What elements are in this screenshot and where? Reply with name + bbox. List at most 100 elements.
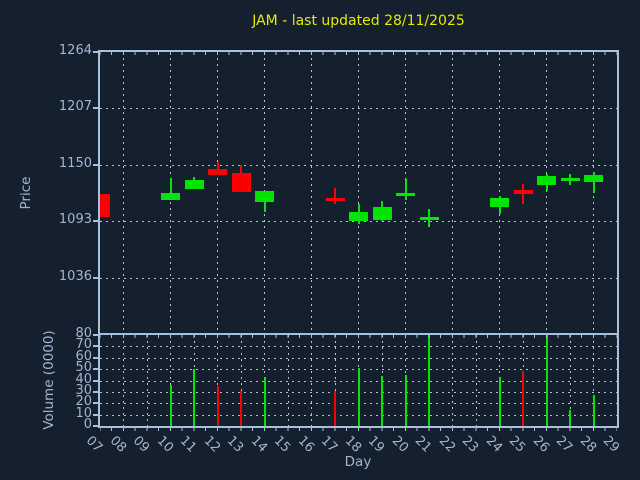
candle-body-day-18 [349, 212, 368, 222]
price-x-gridline [452, 52, 453, 333]
volume-tick-label: 70 [75, 337, 92, 353]
candle-body-day-25 [513, 189, 533, 194]
volume-plot-area [100, 335, 617, 426]
volume-tick-label: 0 [83, 417, 92, 432]
volume-bar-day-10 [169, 385, 172, 426]
candle-body-day-12 [208, 168, 227, 175]
price-x-gridline [217, 52, 218, 333]
day-tick-label: 29 [599, 433, 623, 456]
candle-body-day-26 [537, 175, 556, 185]
candle-wick-day-17 [334, 187, 336, 205]
candle-wick-day-20 [404, 178, 407, 201]
day-tick-label: 11 [176, 433, 200, 456]
candle-wick-day-10 [169, 177, 172, 200]
volume-bottom-ticks [100, 428, 617, 431]
volume-bar-day-17 [334, 390, 336, 426]
volume-bar-day-26 [545, 335, 548, 426]
day-tick-label: 16 [294, 433, 317, 456]
price-x-gridline [546, 52, 547, 333]
volume-tick-mark [93, 368, 98, 371]
volume-tick-label: 40 [75, 371, 92, 387]
day-tick-label: 15 [270, 433, 294, 456]
volume-tick-label: 80 [75, 326, 92, 341]
price-plot-area [100, 52, 617, 333]
price-y-gridline [100, 164, 617, 166]
volume-tick-mark [93, 379, 98, 382]
candle-body-day-10 [161, 192, 180, 200]
panel-boundary-ticks [100, 335, 617, 338]
volume-bar-day-25 [522, 371, 524, 426]
volume-y-gridline [100, 346, 617, 348]
volume-tick-label: 10 [75, 405, 92, 421]
day-tick-label: 09 [129, 433, 153, 456]
price-x-gridline [358, 52, 359, 333]
candle-wick-day-12 [216, 161, 219, 175]
candle-body-day-11 [184, 179, 204, 189]
volume-tick-mark [93, 425, 98, 427]
volume-tick-label: 20 [75, 394, 92, 410]
price-tick-mark [93, 51, 98, 53]
volume-tick-label: 60 [75, 348, 92, 364]
chart-title: JAM - last updated 28/11/2025 [252, 13, 465, 29]
candle-wick-day-25 [522, 183, 524, 205]
price-tick-mark [93, 107, 98, 110]
volume-y-gridline [100, 357, 617, 359]
price-x-gridline [311, 52, 312, 333]
candle-body-day-20 [396, 192, 415, 196]
volume-bar-day-27 [569, 410, 571, 426]
volume-tick-mark [93, 413, 98, 416]
volume-tick-mark [93, 356, 98, 359]
volume-bar-day-24 [498, 377, 501, 426]
candle-body-day-07 [100, 193, 110, 218]
price-tick-mark [93, 163, 98, 166]
price-y-gridline [100, 277, 617, 279]
price-x-gridline [499, 52, 500, 333]
volume-bar-day-12 [216, 386, 219, 426]
price-tick-label: 1093 [58, 212, 92, 228]
day-tick-label: 28 [576, 433, 599, 456]
day-tick-label: 25 [505, 433, 529, 456]
day-tick-label: 22 [435, 433, 458, 456]
candle-body-day-17 [325, 197, 345, 201]
candle-wick-day-28 [592, 171, 595, 193]
volume-tick-mark [93, 345, 98, 348]
day-tick-label: 12 [200, 433, 223, 456]
candle-body-day-19 [372, 207, 392, 221]
volume-bar-day-13 [240, 390, 242, 426]
day-tick-label: 23 [458, 433, 482, 456]
price-top-ticks [100, 52, 617, 55]
volume-bar-day-14 [263, 377, 266, 426]
volume-bar-day-20 [404, 374, 407, 426]
price-axis-label: Price [18, 176, 34, 210]
day-tick-label: 08 [106, 433, 129, 456]
price-tick-label: 1150 [58, 155, 92, 171]
price-tick-label: 1036 [58, 268, 92, 284]
candle-body-day-14 [255, 190, 274, 203]
price-tick-label: 1207 [58, 99, 92, 115]
price-tick-label: 1264 [58, 43, 92, 58]
candle-body-day-28 [584, 174, 603, 182]
candle-body-day-13 [231, 172, 251, 192]
day-axis-label: Day [344, 454, 372, 470]
volume-bar-day-19 [381, 375, 383, 426]
volume-tick-mark [93, 402, 98, 405]
candle-body-day-27 [560, 177, 580, 181]
volume-tick-label: 50 [75, 360, 92, 376]
volume-bar-day-28 [592, 395, 595, 426]
volume-bar-day-18 [357, 367, 360, 426]
day-tick-label: 21 [411, 433, 435, 456]
day-tick-label: 13 [223, 433, 247, 456]
volume-bar-day-11 [193, 369, 195, 426]
day-tick-label: 07 [82, 433, 106, 456]
volume-panel [98, 333, 619, 428]
volume-tick-mark [93, 334, 98, 336]
day-tick-label: 14 [247, 433, 270, 456]
day-tick-label: 10 [153, 433, 176, 456]
volume-tick-mark [93, 390, 98, 393]
price-tick-mark [93, 276, 98, 279]
day-tick-label: 24 [482, 433, 505, 456]
day-tick-label: 26 [529, 433, 552, 456]
candle-body-day-21 [419, 217, 439, 221]
day-tick-label: 27 [552, 433, 576, 456]
